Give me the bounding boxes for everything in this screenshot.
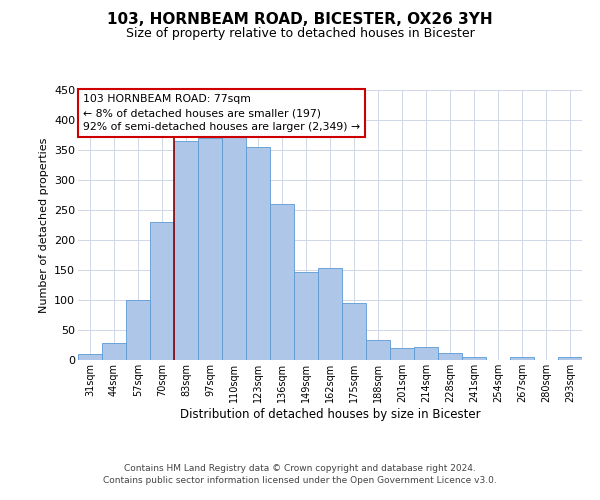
Bar — [222, 136, 246, 360]
Bar — [414, 347, 438, 360]
Bar — [462, 357, 486, 360]
Bar — [342, 303, 366, 360]
Bar — [558, 357, 582, 360]
Bar — [78, 354, 102, 360]
Bar — [102, 343, 126, 360]
X-axis label: Distribution of detached houses by size in Bicester: Distribution of detached houses by size … — [179, 408, 481, 420]
Text: Contains HM Land Registry data © Crown copyright and database right 2024.
Contai: Contains HM Land Registry data © Crown c… — [103, 464, 497, 485]
Text: Size of property relative to detached houses in Bicester: Size of property relative to detached ho… — [125, 28, 475, 40]
Bar — [150, 222, 174, 360]
Bar — [366, 340, 390, 360]
Bar — [270, 204, 294, 360]
Bar — [318, 268, 342, 360]
Bar — [438, 354, 462, 360]
Bar — [294, 272, 318, 360]
Bar — [510, 357, 534, 360]
Bar — [390, 348, 414, 360]
Bar — [246, 147, 270, 360]
Bar — [174, 141, 198, 360]
Text: 103 HORNBEAM ROAD: 77sqm
← 8% of detached houses are smaller (197)
92% of semi-d: 103 HORNBEAM ROAD: 77sqm ← 8% of detache… — [83, 94, 360, 132]
Bar — [126, 300, 150, 360]
Bar — [198, 138, 222, 360]
Y-axis label: Number of detached properties: Number of detached properties — [38, 138, 49, 312]
Text: 103, HORNBEAM ROAD, BICESTER, OX26 3YH: 103, HORNBEAM ROAD, BICESTER, OX26 3YH — [107, 12, 493, 28]
